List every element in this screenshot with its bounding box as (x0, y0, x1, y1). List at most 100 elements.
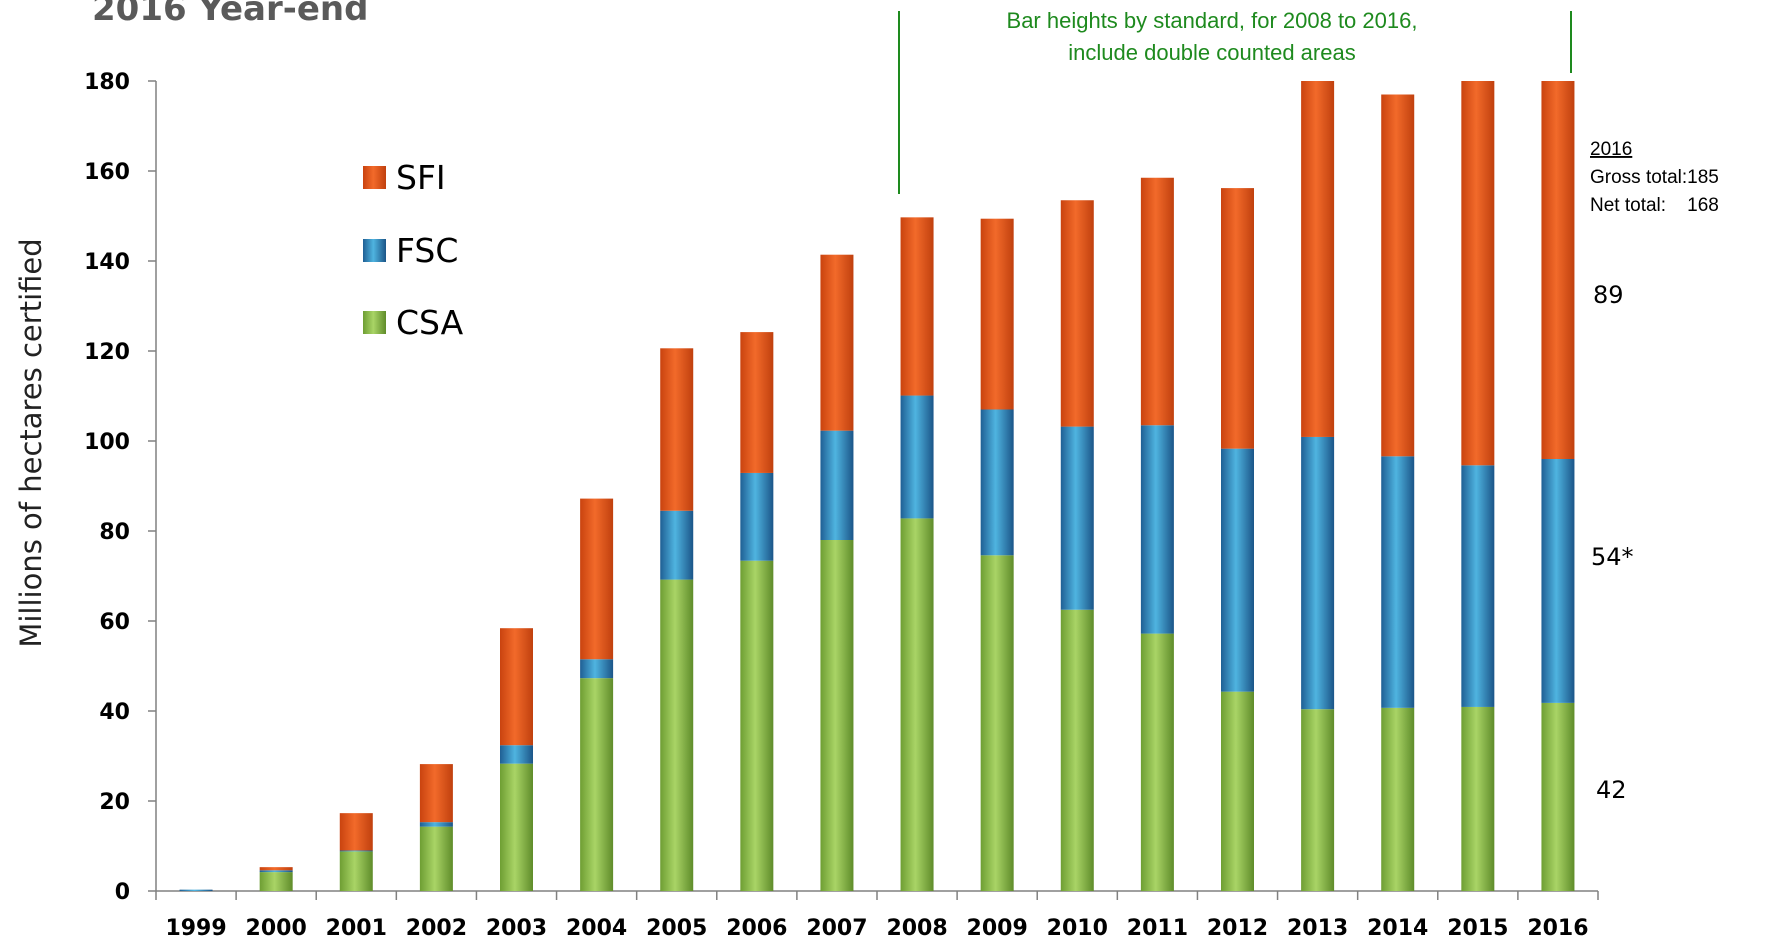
bar-sfi-2010 (1060, 200, 1094, 427)
bar-sfi-2003 (500, 628, 533, 746)
annotation-line-2: include double counted areas (1068, 40, 1355, 65)
bar-csa-2000 (259, 872, 293, 891)
y-tick-label: 100 (84, 430, 130, 455)
x-tick-label: 2009 (967, 916, 1028, 941)
bar-csa-2015 (1461, 706, 1495, 891)
bar-fsc-2003 (500, 745, 533, 764)
summary-gross-total: Gross total:185 (1590, 167, 1719, 188)
bar-fsc-2011 (1140, 425, 1174, 634)
bar-csa-2003 (500, 763, 533, 891)
chart-title: 2016 Year-end (92, 0, 368, 29)
x-axis: 1999 2000 2001 2002 2003 2004 2005 2006 2007 2008… (155, 890, 1599, 941)
x-tick-label: 2002 (406, 916, 467, 941)
bar-csa-2012 (1221, 691, 1254, 891)
legend-swatch-csa (363, 311, 386, 334)
bar-fsc-2012 (1221, 448, 1254, 692)
legend-label-fsc: FSC (396, 231, 458, 270)
bar-sfi-2000 (259, 867, 293, 871)
bar-fsc-2002 (419, 822, 453, 827)
bar-fsc-2015 (1461, 465, 1495, 707)
bar-fsc-2008 (900, 395, 934, 519)
legend-label-csa: CSA (396, 303, 464, 342)
x-tick-label: 1999 (165, 916, 226, 941)
legend-swatch-sfi (363, 166, 386, 189)
x-tick-label: 2012 (1207, 916, 1268, 941)
bar-csa-2013 (1301, 709, 1335, 891)
bar-csa-2014 (1381, 707, 1415, 891)
bar-csa-2007 (820, 540, 854, 891)
bar-csa-2009 (980, 555, 1014, 891)
side-summary: 2016 Gross total:185 Net total: 168 89 5… (1590, 139, 1719, 804)
y-tick-label: 40 (99, 700, 130, 725)
legend: SFI FSC CSA (363, 158, 464, 342)
bar-sfi-2002 (419, 764, 453, 823)
bar-fsc-2010 (1060, 426, 1094, 610)
y-axis-title: Millions of hectares certified (14, 238, 48, 647)
x-tick-label: 2008 (886, 916, 947, 941)
bar-sfi-2008 (900, 217, 934, 396)
summary-net-total: Net total: 168 (1590, 195, 1719, 216)
bar-csa-2011 (1140, 633, 1174, 891)
bar-csa-2016 (1541, 702, 1575, 891)
x-tick-label: 2005 (646, 916, 707, 941)
bar-fsc-2001 (339, 850, 373, 852)
bar-sfi-2004 (580, 498, 614, 660)
y-tick-label: 20 (99, 790, 130, 815)
bar-sfi-2016 (1541, 81, 1575, 459)
bar-sfi-2001 (339, 813, 373, 851)
x-tick-label: 2003 (486, 916, 547, 941)
y-tick-label: 80 (99, 520, 130, 545)
bar-fsc-1999 (179, 889, 213, 891)
bar-fsc-2000 (259, 870, 293, 873)
bar-sfi-2006 (740, 332, 774, 473)
x-tick-label: 2000 (246, 916, 307, 941)
x-tick-label: 2011 (1127, 916, 1188, 941)
segment-label-csa-2016: 42 (1596, 776, 1627, 804)
bar-sfi-2007 (820, 254, 854, 431)
x-tick-label: 2006 (726, 916, 787, 941)
bar-fsc-2005 (660, 510, 694, 580)
x-tick-label: 2004 (566, 916, 627, 941)
bar-sfi-2015 (1461, 81, 1495, 466)
bar-csa-2008 (900, 518, 934, 891)
y-axis: 0 20 40 60 80 100 120 140 160 180 (84, 70, 157, 905)
summary-year: 2016 (1590, 139, 1632, 160)
annotation-line-1: Bar heights by standard, for 2008 to 201… (1007, 8, 1418, 33)
bar-fsc-2004 (580, 659, 614, 679)
x-tick-label: 2016 (1527, 916, 1588, 941)
x-tick-label: 2007 (806, 916, 867, 941)
bar-sfi-2012 (1221, 188, 1254, 449)
bar-csa-2006 (740, 560, 774, 891)
bar-sfi-2009 (980, 218, 1014, 410)
bar-csa-2005 (660, 579, 694, 891)
bar-fsc-2014 (1381, 456, 1415, 708)
y-tick-label: 60 (99, 610, 130, 635)
x-tick-label: 2010 (1047, 916, 1108, 941)
bar-sfi-2013 (1301, 81, 1335, 437)
segment-label-sfi-2016: 89 (1593, 281, 1624, 309)
x-tick-label: 2014 (1367, 916, 1428, 941)
bar-fsc-2007 (820, 430, 854, 540)
bar-fsc-2013 (1301, 436, 1335, 710)
double-count-annotation: Bar heights by standard, for 2008 to 201… (898, 8, 1572, 194)
bar-csa-2002 (419, 826, 453, 891)
legend-label-sfi: SFI (396, 158, 446, 197)
segment-label-fsc-2016: 54* (1591, 543, 1634, 571)
bar-fsc-2009 (980, 409, 1014, 556)
bar-fsc-2016 (1541, 459, 1575, 703)
x-tick-label: 2013 (1287, 916, 1348, 941)
bar-csa-2001 (339, 851, 373, 891)
y-tick-label: 180 (84, 70, 130, 95)
x-tick-label: 2015 (1447, 916, 1508, 941)
y-tick-label: 120 (84, 340, 130, 365)
bar-csa-2004 (580, 678, 614, 891)
x-tick-label: 2001 (326, 916, 387, 941)
bar-stacks (179, 81, 1575, 891)
y-tick-label: 160 (84, 160, 130, 185)
bar-fsc-2006 (740, 472, 774, 561)
y-tick-label: 0 (115, 880, 130, 905)
bar-csa-2010 (1060, 609, 1094, 891)
bar-sfi-2005 (660, 348, 694, 511)
bar-sfi-2011 (1140, 177, 1174, 426)
